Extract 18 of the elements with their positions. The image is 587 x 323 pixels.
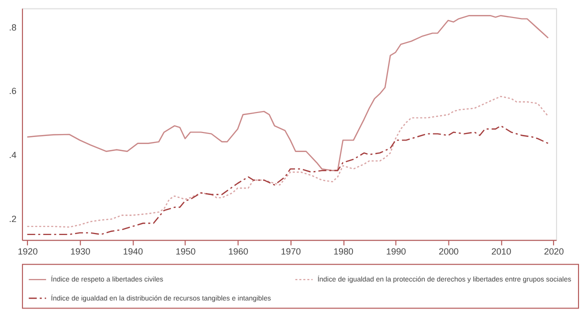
- line-series: [26, 96, 549, 228]
- x-tick-label: 1960: [228, 246, 248, 256]
- y-tick-label: .8: [8, 22, 16, 32]
- line-series: [26, 15, 549, 172]
- line-series: [26, 125, 549, 236]
- x-tick-label: 2010: [491, 246, 512, 256]
- y-tick-label: .2: [8, 214, 16, 224]
- x-tick-label: 1940: [122, 246, 143, 256]
- y-tick-label: .4: [8, 150, 16, 160]
- x-tick-label: 1980: [333, 246, 354, 256]
- x-tick-label: 1920: [18, 246, 38, 256]
- x-tick-label: 2020: [544, 246, 564, 256]
- x-tick-label: 1950: [176, 246, 196, 256]
- x-tick-label: 1990: [386, 246, 406, 256]
- y-tick-label: .6: [8, 86, 16, 96]
- x-tick-label: 1970: [280, 246, 301, 256]
- x-tick-label: 1930: [70, 246, 90, 256]
- x-tick-label: 2000: [438, 246, 459, 256]
